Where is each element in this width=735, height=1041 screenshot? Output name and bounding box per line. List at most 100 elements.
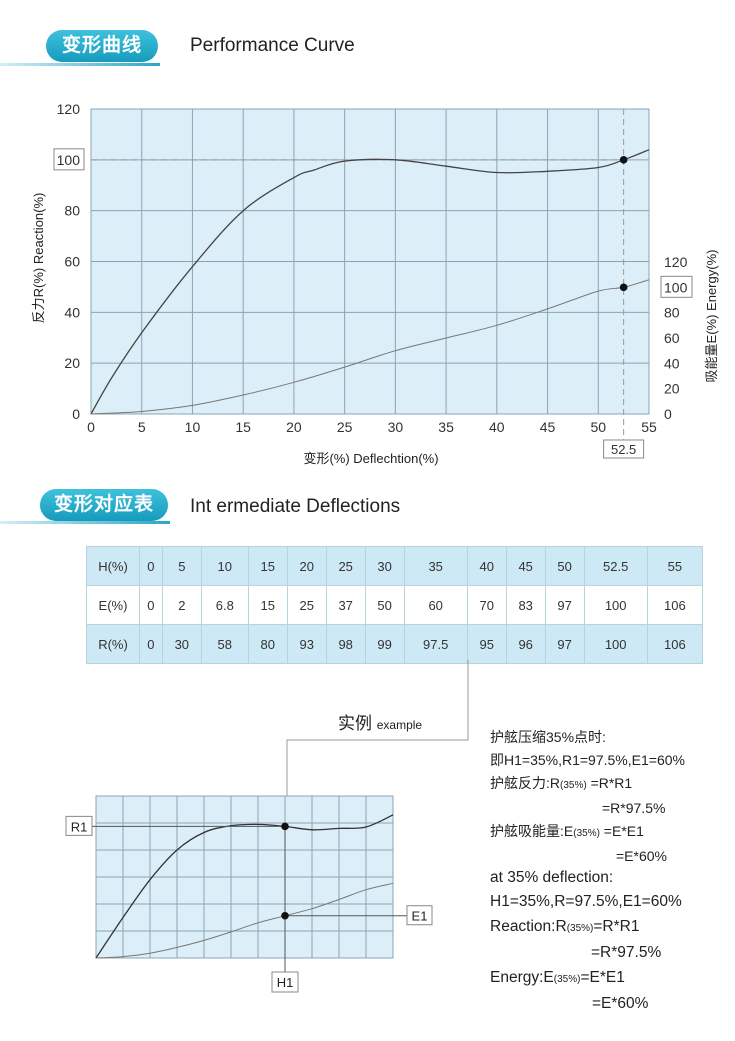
example-plot-area bbox=[95, 795, 394, 959]
table-cell: 50 bbox=[544, 546, 585, 586]
example-notes-en: at 35% deflection: H1=35%,R=97.5%,E1=60% R… bbox=[490, 841, 682, 1041]
y-right-tick-label: 40 bbox=[664, 355, 680, 371]
note-en-line-3: Reaction:R(35%)=R*R1 bbox=[490, 917, 640, 935]
table-cell: 96 bbox=[505, 624, 546, 664]
y-highlight-box bbox=[53, 148, 85, 171]
table-cell: 10 bbox=[200, 546, 249, 586]
table-row-header: E(%) bbox=[86, 585, 140, 625]
table-cell: 50 bbox=[364, 585, 405, 625]
x-tick-label: 45 bbox=[540, 419, 556, 435]
h1-label: H1 bbox=[277, 975, 294, 990]
performance-section-badge: 变形曲线 bbox=[46, 30, 158, 62]
energy-point bbox=[619, 283, 628, 292]
x-tick-label: 50 bbox=[590, 419, 606, 435]
note-cn-line-4: =R*97.5% bbox=[602, 800, 666, 816]
table-cell: 40 bbox=[466, 546, 507, 586]
note-en-line-6: =E*60% bbox=[592, 995, 649, 1012]
y-right-tick-label: 60 bbox=[664, 330, 680, 346]
e1-point bbox=[281, 911, 289, 920]
note-cn-line-6: =E*60% bbox=[616, 848, 667, 864]
table-cell: 97 bbox=[544, 585, 585, 625]
table-cell: 45 bbox=[505, 546, 546, 586]
note-cn-line-1: 护舷压缩35%点时: bbox=[490, 729, 606, 745]
table-row: H(%) 0 5 10 15 20 25 30 35 40 45 50 52.5 55 bbox=[86, 546, 704, 586]
example-label-en: example bbox=[376, 718, 423, 732]
table-cell: 37 bbox=[325, 585, 366, 625]
y-right-tick-label: 100 bbox=[664, 279, 688, 295]
table-cell: 70 bbox=[466, 585, 507, 625]
table-cell: 30 bbox=[161, 624, 202, 664]
table-cell: 30 bbox=[364, 546, 405, 586]
table-row-header: R(%) bbox=[86, 624, 140, 664]
table-cell: 55 bbox=[646, 546, 704, 586]
table-cell: 52.5 bbox=[583, 546, 648, 586]
note-en-line-2: H1=35%,R=97.5%,E1=60% bbox=[490, 893, 682, 910]
note-cn-line-3: 护舷反力:R(35%) =R*R1 bbox=[490, 775, 633, 791]
y-right-highlight-box bbox=[660, 275, 693, 298]
y-right-tick-label: 80 bbox=[664, 305, 680, 321]
x-tick-label: 0 bbox=[87, 419, 95, 435]
performance-curve-chart: 0 5 10 15 20 25 30 35 40 45 50 55 0 20 40 60 80 100 120 0 20… bbox=[31, 101, 719, 466]
table-cell: 97 bbox=[544, 624, 585, 664]
table-cell: 0 bbox=[139, 546, 163, 586]
deflection-table: H(%) 0 5 10 15 20 25 30 35 40 45 50 52.5 55 E(%) 0 2 6.8 1… bbox=[86, 546, 704, 664]
y-right-tick-label: 20 bbox=[664, 381, 680, 397]
reaction-point bbox=[619, 156, 628, 164]
table-cell: 58 bbox=[200, 624, 249, 664]
x-tick-label: 15 bbox=[235, 419, 251, 435]
y-left-tick-label: 60 bbox=[64, 254, 80, 270]
example-label-cn: 实例 bbox=[338, 714, 372, 733]
table-cell: 60 bbox=[403, 585, 468, 625]
table-cell: 106 bbox=[646, 624, 704, 664]
note-en-line-5: Energy:E(35%)=E*E1 bbox=[490, 968, 625, 986]
r1-point bbox=[281, 822, 289, 831]
table-cell: 95 bbox=[466, 624, 507, 664]
table-cell: 5 bbox=[161, 546, 202, 586]
table-cell: 106 bbox=[646, 585, 704, 625]
table-cell: 97.5 bbox=[403, 624, 468, 664]
y-right-tick-label: 0 bbox=[664, 406, 672, 422]
table-cell: 0 bbox=[139, 585, 163, 625]
table-cell: 80 bbox=[247, 624, 288, 664]
y-left-axis-label: 反力R(%) Reaction(%) bbox=[31, 193, 46, 324]
x-tick-label: 5 bbox=[138, 419, 146, 435]
table-cell: 99 bbox=[364, 624, 405, 664]
deflections-section-badge: 变形对应表 bbox=[40, 489, 168, 521]
x-tick-label: 20 bbox=[286, 419, 302, 435]
x-tick-label: 40 bbox=[489, 419, 505, 435]
table-cell: 100 bbox=[583, 585, 648, 625]
y-right-tick-label: 120 bbox=[664, 254, 688, 270]
performance-section-title: Performance Curve bbox=[190, 35, 355, 56]
r1-box bbox=[65, 815, 93, 836]
table-cell: 93 bbox=[286, 624, 327, 664]
table-cell: 15 bbox=[247, 585, 288, 625]
table-row: R(%) 0 30 58 80 93 98 99 97.5 95 96 97 100 106 bbox=[86, 624, 704, 664]
highlight-x-box bbox=[603, 439, 645, 459]
r1-label: R1 bbox=[71, 819, 88, 834]
note-cn-line-2: 即H1=35%,R1=97.5%,E1=60% bbox=[490, 752, 685, 768]
e1-label: E1 bbox=[412, 909, 428, 924]
table-row: E(%) 0 2 6.8 15 25 37 50 60 70 83 97 100 106 bbox=[86, 585, 704, 625]
x-tick-label: 55 bbox=[641, 419, 657, 435]
table-cell: 25 bbox=[286, 585, 327, 625]
reaction-curve bbox=[90, 149, 650, 415]
deflections-section-title: Int ermediate Deflections bbox=[190, 496, 401, 517]
energy-curve bbox=[90, 279, 650, 415]
y-right-axis-label: 吸能量E(%) Energy(%) bbox=[704, 250, 719, 383]
x-tick-label: 10 bbox=[185, 419, 201, 435]
example-energy-curve bbox=[95, 882, 394, 959]
x-tick-label: 25 bbox=[337, 419, 353, 435]
x-tick-label: 35 bbox=[438, 419, 454, 435]
deflections-section-underline bbox=[0, 521, 170, 524]
table-cell: 83 bbox=[505, 585, 546, 625]
table-cell: 2 bbox=[161, 585, 202, 625]
y-left-tick-label: 120 bbox=[57, 101, 81, 117]
table-cell: 6.8 bbox=[200, 585, 249, 625]
y-left-tick-label: 100 bbox=[57, 152, 81, 168]
example-label: 实例 example bbox=[338, 709, 422, 734]
h1-box bbox=[271, 971, 299, 993]
note-en-line-4: =R*97.5% bbox=[591, 944, 662, 961]
example-notes-cn: 护舷压缩35%点时: 即H1=35%,R1=97.5%,E1=60% 护舷反力:R(… bbox=[490, 703, 685, 891]
y-left-tick-label: 0 bbox=[72, 406, 80, 422]
table-cell: 98 bbox=[325, 624, 366, 664]
